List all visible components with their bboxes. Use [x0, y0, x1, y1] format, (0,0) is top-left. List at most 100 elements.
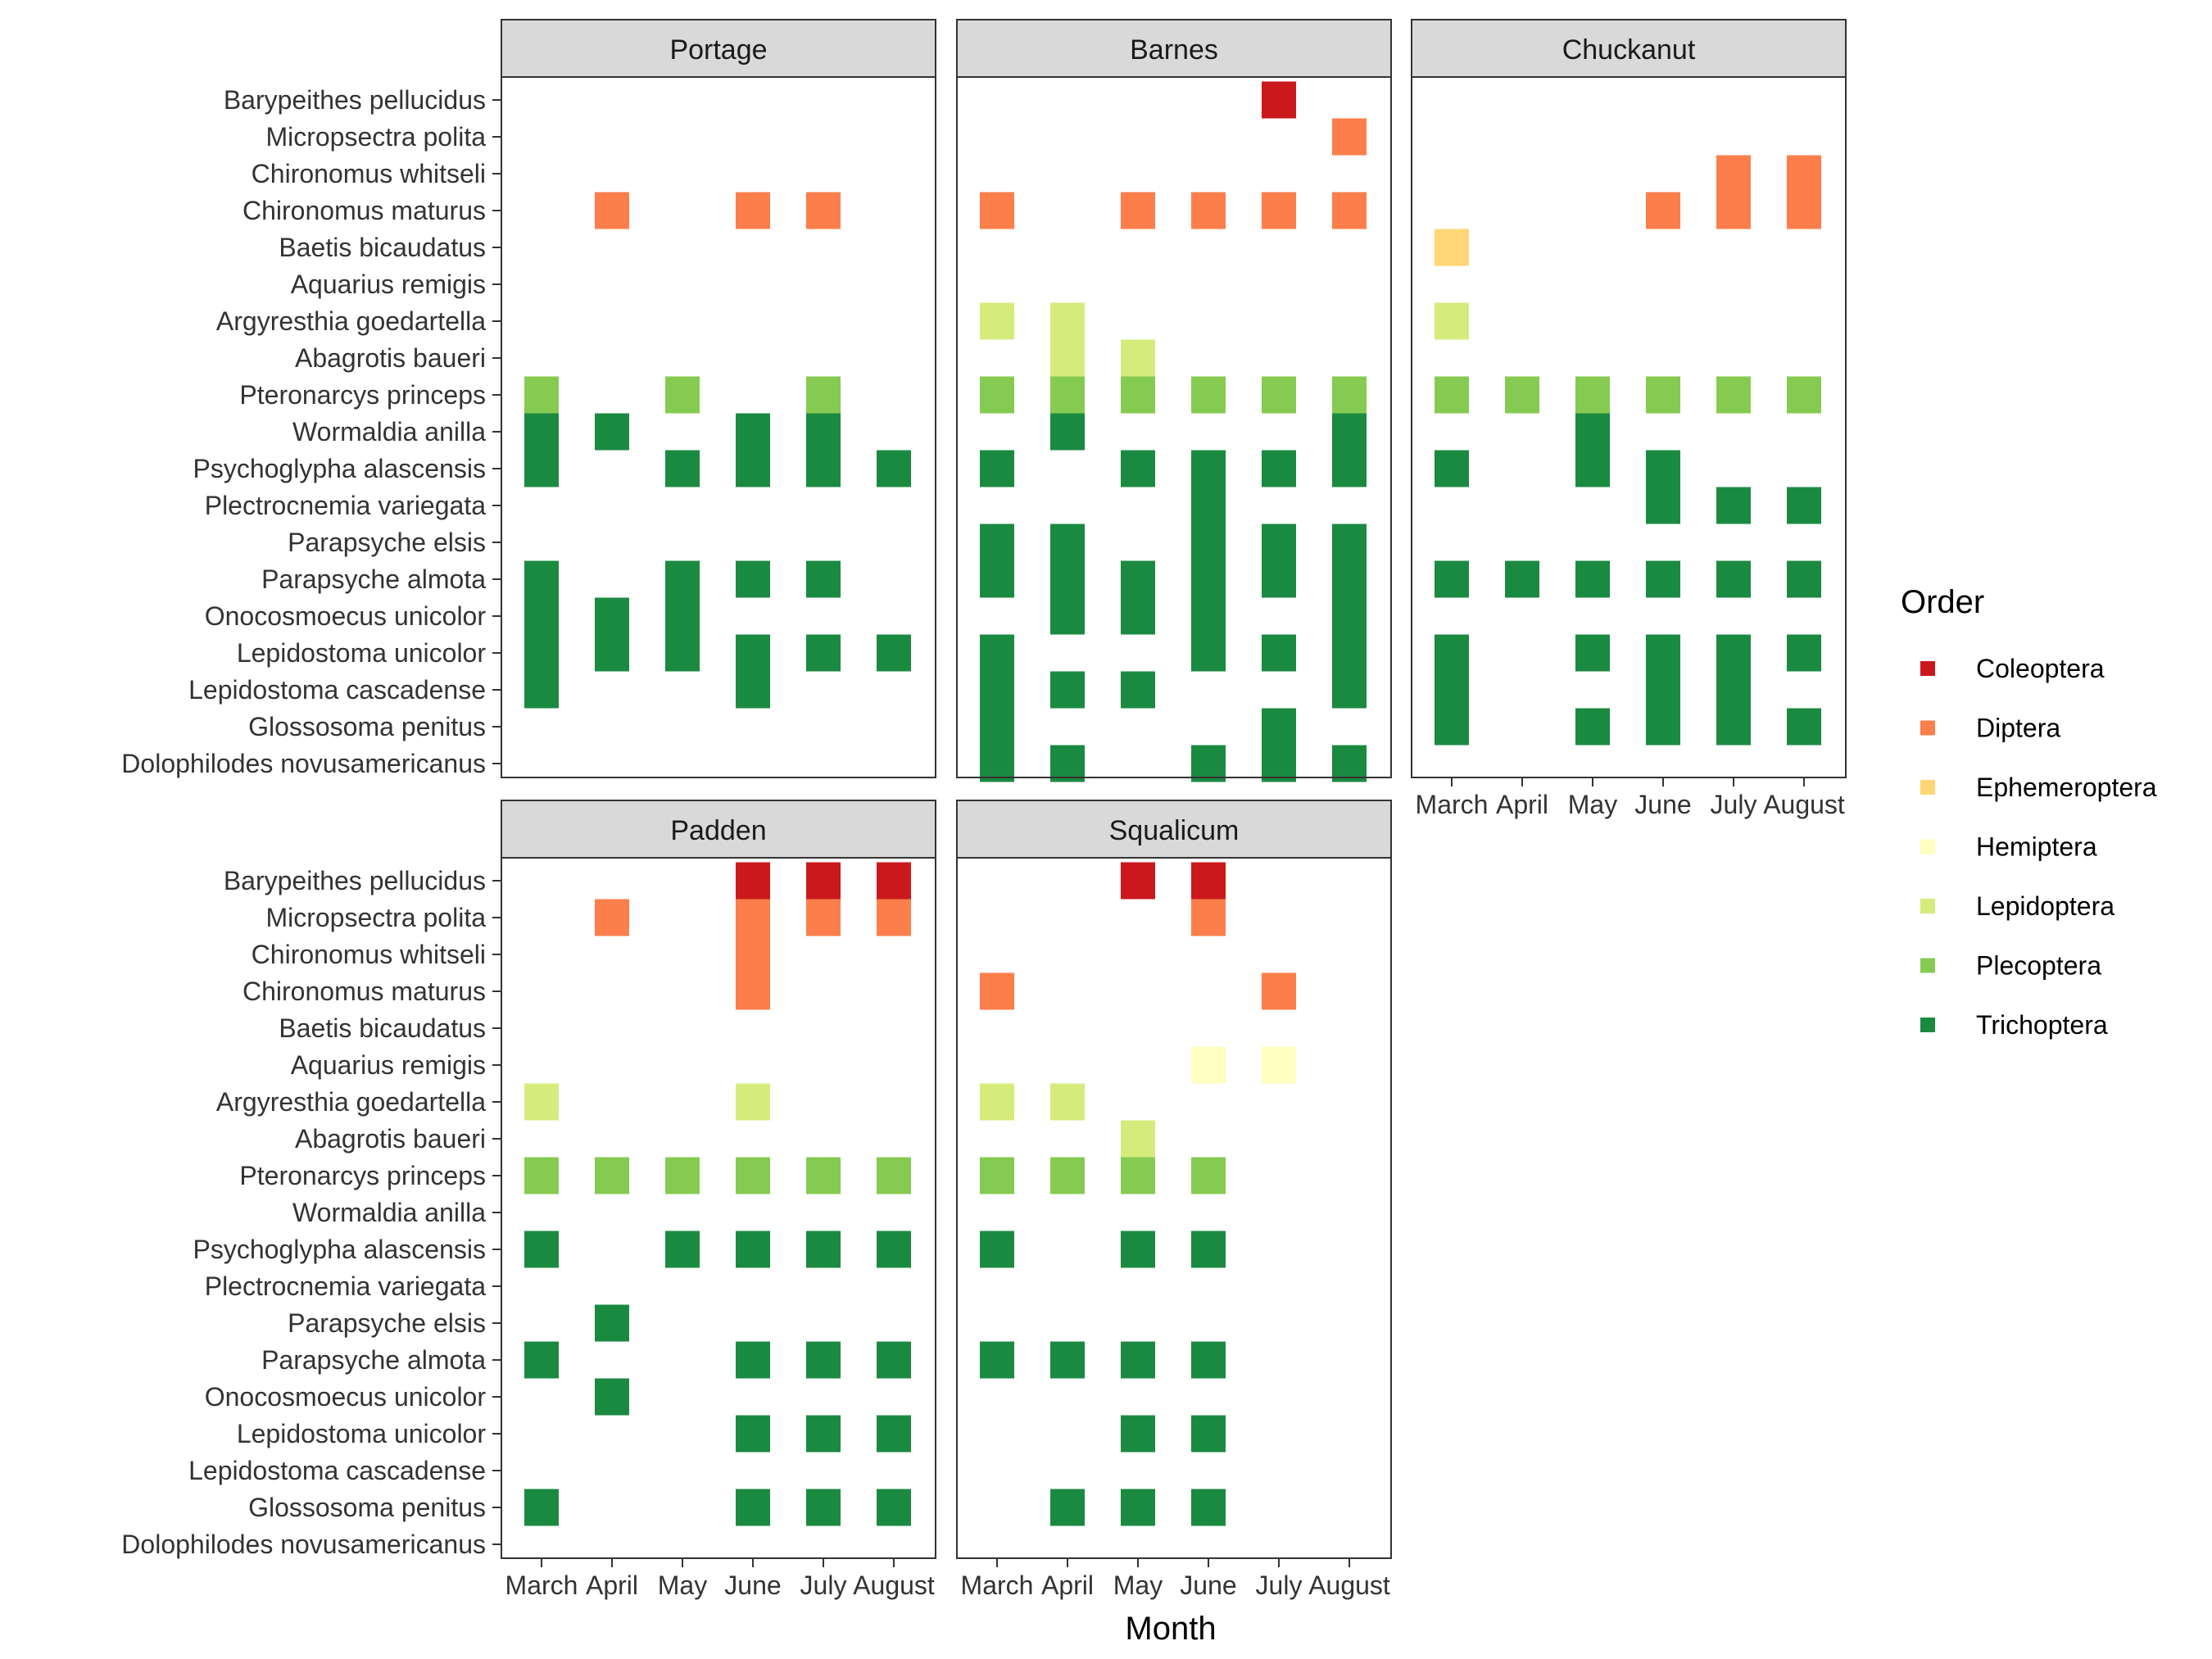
legend-key — [1920, 839, 1935, 854]
heatmap-tile — [1191, 597, 1226, 635]
y-tick-label: Wormaldia anilla — [292, 417, 486, 446]
heatmap-tile — [1716, 708, 1751, 746]
heatmap-tile — [1787, 376, 1821, 414]
legend: Order Coleoptera Diptera Ephemeroptera Hemi… — [1901, 584, 2157, 1040]
heatmap-tile — [1716, 634, 1751, 672]
y-tick-label: Argyresthia goedartella — [216, 306, 486, 336]
y-tick-label: Argyresthia goedartella — [216, 1087, 486, 1117]
y-tick-label: Chironomus whitseli — [252, 940, 486, 969]
heatmap-tile — [1121, 376, 1155, 414]
heatmap-tile — [806, 862, 841, 900]
heatmap-tile — [1121, 1120, 1155, 1158]
heatmap-tile — [980, 634, 1014, 672]
heatmap-tile — [1716, 671, 1751, 709]
heatmap-tile — [1646, 671, 1680, 709]
heatmap-tile — [1121, 597, 1155, 635]
x-tick-label: July — [1711, 790, 1757, 819]
heatmap-tile — [1191, 745, 1226, 782]
heatmap-tile — [1262, 634, 1296, 672]
heatmap-tile — [1435, 671, 1469, 709]
heatmap-tile — [1575, 634, 1610, 672]
heatmap-tile — [806, 899, 841, 936]
heatmap-tile — [736, 671, 770, 709]
heatmap-tile — [1191, 634, 1226, 672]
heatmap-tile — [1050, 339, 1085, 377]
heatmap-tile — [1716, 192, 1751, 229]
heatmap-tile — [595, 597, 629, 635]
heatmap-tile — [806, 413, 841, 451]
heatmap-tile — [1050, 1157, 1085, 1194]
y-tick-label: Baetis bicaudatus — [279, 1013, 486, 1043]
heatmap-tile — [1262, 1046, 1296, 1084]
y-tick-label: Parapsyche almota — [261, 564, 486, 594]
heatmap-tile — [1191, 1157, 1226, 1194]
heatmap-tile — [1575, 560, 1610, 598]
heatmap-tile — [1787, 708, 1821, 746]
heatmap-tile — [736, 560, 770, 598]
heatmap-tile — [524, 1489, 559, 1526]
heatmap-tile — [1435, 634, 1469, 672]
panel-border — [501, 76, 936, 778]
heatmap-tile — [1716, 560, 1751, 598]
x-tick-label: July — [1256, 1571, 1303, 1600]
heatmap-tile — [1191, 376, 1226, 414]
y-tick-label: Pteronarcys princeps — [239, 380, 486, 410]
heatmap-tile — [980, 1341, 1014, 1379]
heatmap-tile — [736, 634, 770, 672]
heatmap-tile — [980, 1157, 1014, 1194]
heatmap-tile — [1262, 192, 1296, 229]
heatmap-tile — [1332, 634, 1367, 672]
heatmap-tile — [806, 450, 841, 487]
heatmap-tile — [1121, 192, 1155, 229]
heatmap-tile — [1121, 671, 1155, 709]
heatmap-tile — [524, 376, 559, 414]
heatmap-tile — [1332, 597, 1367, 635]
heatmap-tile — [1121, 862, 1155, 900]
heatmap-tile — [1050, 524, 1085, 561]
heatmap-tile — [980, 192, 1014, 229]
heatmap-tile — [1050, 745, 1085, 782]
heatmap-tile — [595, 899, 629, 936]
x-tick-label: April — [1496, 790, 1548, 819]
heatmap-tile — [595, 1378, 629, 1416]
heatmap-tile — [736, 862, 770, 900]
heatmap-tile — [980, 302, 1014, 340]
y-tick-label: Abagrotis baueri — [295, 1124, 486, 1154]
x-tick-label: April — [586, 1571, 638, 1600]
heatmap-tile — [595, 1157, 629, 1194]
y-tick-label: Micropsectra polita — [265, 903, 486, 932]
heatmap-tile — [1435, 560, 1469, 598]
heatmap-tile — [524, 1157, 559, 1194]
y-tick-label: Baetis bicaudatus — [279, 233, 486, 262]
heatmap-tile — [665, 1231, 700, 1268]
panel-border — [1411, 76, 1847, 778]
heatmap-tile — [1787, 192, 1821, 229]
heatmap-tile — [1787, 487, 1821, 524]
heatmap-tile — [1332, 192, 1367, 229]
heatmap-tile — [1332, 413, 1367, 451]
legend-label: Diptera — [1976, 714, 2060, 743]
heatmap-tile — [1191, 560, 1226, 598]
legend-key — [1920, 1018, 1935, 1032]
y-tick-label: Psychoglypha alascensis — [193, 1235, 486, 1264]
y-tick-label: Aquarius remigis — [291, 1050, 486, 1080]
legend-key — [1920, 661, 1935, 676]
x-tick-label: April — [1041, 1571, 1094, 1600]
facet-strip-label: Portage — [669, 34, 767, 66]
heatmap-tile — [1646, 376, 1680, 414]
heatmap-tile — [595, 413, 629, 451]
heatmap-tile — [877, 1415, 911, 1453]
facet-strip-label: Chuckanut — [1562, 34, 1696, 66]
heatmap-tile — [1435, 708, 1469, 746]
legend-items: Coleoptera Diptera Ephemeroptera Hemiptera L… — [1920, 654, 2157, 1040]
facet-strip — [956, 800, 1392, 859]
heatmap-tile — [1191, 1415, 1226, 1453]
y-tick-label: Plectrocnemia variegata — [205, 1271, 486, 1301]
panel-border — [501, 857, 936, 1559]
heatmap-tile — [1646, 634, 1680, 672]
heatmap-tile — [524, 1231, 559, 1268]
heatmap-tile — [736, 192, 770, 229]
heatmap-tile — [1505, 376, 1539, 414]
heatmap-tile — [1262, 524, 1296, 561]
